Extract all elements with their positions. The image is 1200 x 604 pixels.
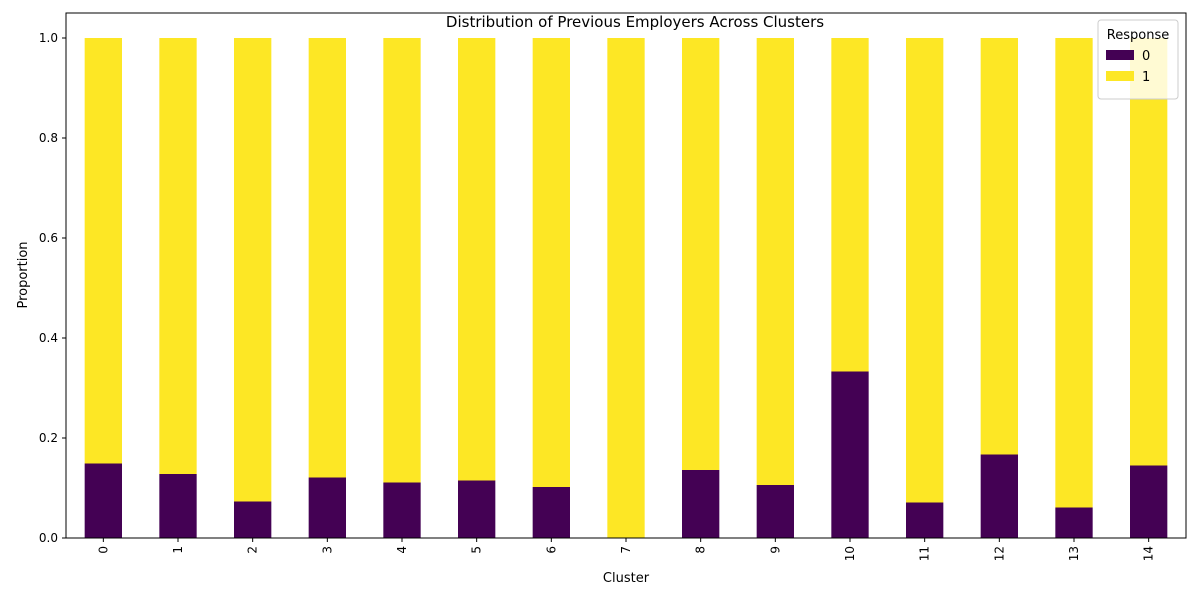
bar-segment-14-series-1	[1130, 38, 1168, 466]
bar-segment-12-series-1	[980, 38, 1018, 455]
x-tick-label: 5	[470, 546, 484, 554]
bar-segment-3-series-1	[308, 38, 346, 478]
bar-segment-4-series-0	[383, 482, 421, 538]
bar-segment-10-series-1	[831, 38, 869, 372]
bar-segment-0-series-0	[84, 463, 122, 538]
bar-segment-8-series-0	[682, 470, 720, 538]
x-tick-label: 3	[320, 546, 334, 554]
bar-segment-6-series-0	[532, 487, 570, 538]
x-tick-label: 0	[96, 546, 110, 554]
legend-label-0: 0	[1142, 49, 1150, 64]
bar-segment-5-series-1	[458, 38, 496, 481]
x-tick-label: 11	[918, 546, 932, 561]
legend-label-1: 1	[1142, 70, 1150, 85]
y-axis: 0.0 0.2 0.4 0.6 0.8 1.0	[39, 31, 66, 545]
legend-title: Response	[1107, 28, 1169, 43]
bar-segment-7-series-1	[607, 38, 645, 538]
bar-segment-10-series-0	[831, 371, 869, 538]
bar-segment-13-series-0	[1055, 507, 1093, 538]
y-tick-label: 0.2	[39, 431, 58, 445]
bar-segment-13-series-1	[1055, 38, 1093, 508]
y-tick-label: 0.4	[39, 331, 58, 345]
bar-segment-11-series-1	[906, 38, 944, 503]
bar-segment-6-series-1	[532, 38, 570, 487]
y-tick-label: 0.0	[39, 531, 58, 545]
x-tick-label: 2	[246, 546, 260, 554]
x-tick-label: 1	[171, 546, 185, 554]
bar-segment-1-series-1	[159, 38, 197, 474]
bar-segment-2-series-1	[234, 38, 272, 502]
x-tick-label: 10	[843, 546, 857, 561]
x-tick-label: 6	[544, 546, 558, 554]
bar-segment-11-series-0	[906, 502, 944, 538]
bar-segment-4-series-1	[383, 38, 421, 483]
bar-segment-14-series-0	[1130, 465, 1168, 538]
y-axis-label: Proportion	[16, 241, 31, 308]
bar-segment-3-series-0	[308, 477, 346, 538]
y-tick-label: 0.8	[39, 131, 58, 145]
x-tick-label: 8	[694, 546, 708, 554]
bar-segment-5-series-0	[458, 480, 496, 538]
y-tick-label: 0.6	[39, 231, 58, 245]
legend-swatch-0	[1106, 50, 1134, 60]
bar-segment-1-series-0	[159, 474, 197, 538]
bar-segment-0-series-1	[84, 38, 122, 464]
x-tick-label: 7	[619, 546, 633, 554]
legend: Response 0 1	[1097, 19, 1179, 100]
bar-segment-9-series-1	[756, 38, 794, 485]
bar-segment-8-series-1	[682, 38, 720, 470]
legend-swatch-1	[1106, 71, 1134, 81]
x-tick-label: 4	[395, 546, 409, 554]
chart-title: Distribution of Previous Employers Acros…	[446, 13, 824, 31]
plot-frame	[65, 12, 1187, 539]
x-tick-label: 9	[768, 546, 782, 554]
x-axis-label: Cluster	[603, 571, 650, 586]
bars-group	[84, 38, 1168, 538]
x-tick-label: 12	[992, 546, 1006, 561]
y-tick-label: 1.0	[39, 31, 58, 45]
x-tick-label: 13	[1067, 546, 1081, 561]
x-tick-label: 14	[1142, 546, 1156, 561]
bar-segment-9-series-0	[756, 485, 794, 538]
bar-segment-2-series-0	[234, 501, 272, 538]
x-axis: 0 1 2 3 4 5 6 7 8 9 10 11 12 13 14	[96, 538, 1156, 561]
bar-segment-12-series-0	[980, 454, 1018, 538]
